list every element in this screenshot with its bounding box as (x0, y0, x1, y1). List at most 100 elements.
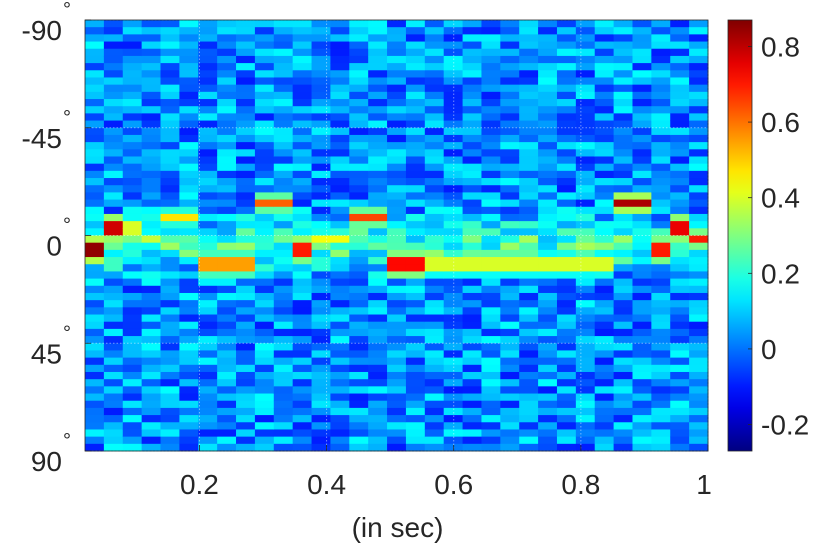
heatmap-cell (500, 55, 520, 64)
heatmap-cell (254, 70, 275, 78)
heatmap-cell (254, 321, 275, 330)
heatmap-cell (575, 321, 596, 330)
heatmap-cell (689, 127, 709, 136)
heatmap-cell (651, 292, 671, 301)
heatmap-cell (330, 77, 350, 86)
heatmap-cell (575, 48, 596, 57)
heatmap-cell (462, 120, 482, 129)
heatmap-cell (330, 357, 350, 366)
heatmap-cell (424, 27, 445, 35)
heatmap-cell (632, 285, 652, 294)
heatmap-cell (651, 55, 671, 64)
heatmap-cell (443, 91, 464, 100)
heatmap-cell (613, 178, 633, 186)
heatmap-cell (122, 371, 143, 380)
heatmap-cell (236, 336, 256, 344)
heatmap-cell (349, 99, 369, 107)
heatmap-cell (405, 27, 426, 35)
heatmap-cell (103, 41, 124, 50)
heatmap-cell (330, 328, 350, 337)
heatmap-cell (217, 127, 237, 136)
heatmap-cell (632, 249, 652, 258)
heatmap-cell (613, 321, 633, 330)
heatmap-cell (330, 170, 350, 179)
heatmap-cell (141, 386, 162, 395)
heatmap-cell (481, 185, 501, 193)
heatmap-cell (141, 91, 162, 100)
heatmap-cell (141, 379, 162, 387)
heatmap-cell (405, 20, 426, 28)
heatmap-cell (141, 134, 162, 143)
heatmap-cell (179, 84, 199, 93)
heatmap-cell (632, 20, 652, 28)
heatmap-cell (387, 415, 407, 423)
y-tick-label: 90 (31, 446, 62, 477)
heatmap-cell (481, 249, 501, 258)
heatmap-cell (160, 407, 180, 416)
heatmap-cell (254, 213, 275, 222)
heatmap-cell (311, 257, 331, 265)
heatmap-cell (405, 400, 426, 409)
heatmap-cell (103, 321, 124, 330)
heatmap-cell (670, 364, 690, 373)
heatmap-cell (405, 192, 426, 201)
heatmap-cell (670, 106, 690, 114)
heatmap-cell (160, 27, 180, 35)
heatmap-cell (670, 328, 690, 337)
heatmap-cell (330, 429, 350, 438)
heatmap-cell (556, 55, 577, 64)
heatmap-cell (519, 264, 539, 272)
heatmap-cell (443, 34, 464, 43)
heatmap-cell (85, 185, 105, 193)
heatmap-cell (632, 99, 652, 107)
heatmap-cell (575, 443, 596, 452)
heatmap-cell (481, 84, 501, 93)
heatmap-cell (556, 91, 577, 100)
heatmap-cell (179, 170, 199, 179)
heatmap-cell (254, 249, 275, 258)
heatmap-cell (349, 264, 369, 272)
heatmap-cell (273, 371, 294, 380)
heatmap-cell (632, 292, 652, 301)
heatmap-cell (236, 379, 256, 387)
heatmap-cell (141, 271, 162, 280)
heatmap-cell (368, 393, 388, 402)
heatmap-cell (443, 321, 464, 330)
heatmap-cell (387, 149, 407, 157)
heatmap-cell (122, 99, 143, 107)
heatmap-cell (443, 48, 464, 57)
heatmap-cell (575, 120, 596, 129)
heatmap-cell (594, 429, 615, 438)
heatmap-cell (160, 328, 180, 337)
heatmap-cell (292, 41, 313, 50)
heatmap-cell (594, 113, 615, 122)
heatmap-cell (236, 142, 256, 150)
heatmap-cell (330, 27, 350, 35)
heatmap-cell (141, 429, 162, 438)
heatmap-cell (292, 221, 313, 229)
heatmap-cell (141, 48, 162, 57)
heatmap-cell (387, 379, 407, 387)
heatmap-cell (613, 422, 633, 430)
heatmap-cell (613, 113, 633, 122)
heatmap-cell (292, 407, 313, 416)
heatmap-cell (405, 134, 426, 143)
heatmap-cell (160, 386, 180, 395)
heatmap-cell (292, 178, 313, 186)
heatmap-cell (179, 48, 199, 57)
heatmap-cell (311, 149, 331, 157)
heatmap-cell (349, 400, 369, 409)
heatmap-cell (424, 371, 445, 380)
heatmap-cell (349, 249, 369, 258)
heatmap-cell (575, 343, 596, 351)
heatmap-cell (292, 127, 313, 136)
heatmap-cell (198, 443, 218, 452)
heatmap-cell (254, 63, 275, 71)
heatmap-cell (273, 149, 294, 157)
heatmap-cell (387, 120, 407, 129)
y-tick-degree: ° (63, 107, 71, 129)
heatmap-cell (538, 156, 558, 165)
heatmap-cell (519, 436, 539, 445)
heatmap-cell (85, 235, 105, 244)
heatmap-cell (85, 300, 105, 308)
